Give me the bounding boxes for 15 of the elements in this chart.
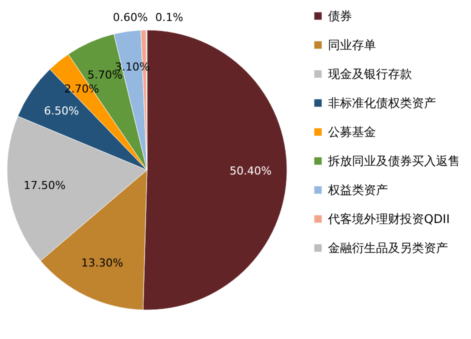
legend-label: 同业存单	[328, 38, 376, 52]
data-label: 50.40%	[230, 164, 272, 178]
data-label: 0.60%	[112, 11, 148, 24]
data-label: 17.50%	[24, 179, 66, 192]
data-label: 0.1%	[155, 11, 184, 24]
data-label: 13.30%	[81, 256, 124, 270]
legend-label: 非标准化债权类资产	[328, 96, 436, 110]
legend-label: 代客境外理财投资QDII	[327, 212, 450, 226]
legend-label: 现金及银行存款	[328, 67, 412, 81]
legend-label: 拆放同业及债券买入返售	[327, 154, 460, 168]
legend-label: 债券	[328, 9, 352, 23]
legend-label: 金融衍生品及另类资产	[328, 241, 448, 255]
legend-label: 权益类资产	[327, 183, 388, 197]
legend-label: 公募基金	[328, 125, 376, 139]
data-label: 6.50%	[44, 104, 79, 118]
